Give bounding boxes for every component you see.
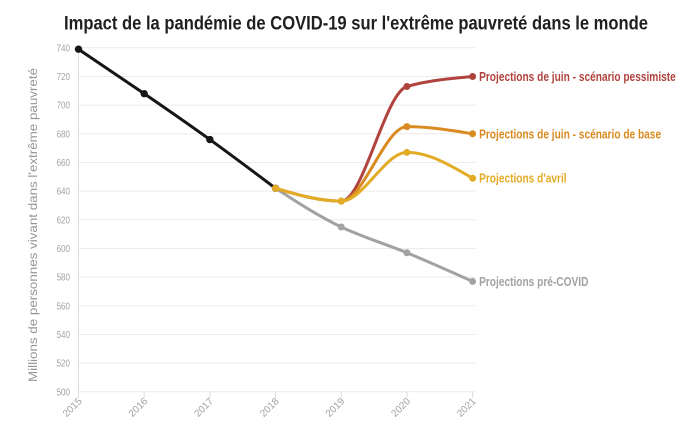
y-tick-label: 600	[57, 244, 71, 255]
data-point-marker	[206, 135, 214, 144]
y-tick-label: 660	[57, 158, 71, 169]
series-label: Projections d'avril	[479, 171, 566, 186]
y-tick-label: 620	[57, 215, 71, 226]
x-tick-label: 2015	[61, 396, 85, 420]
y-tick-label: 680	[57, 129, 71, 140]
data-point-marker	[403, 148, 411, 156]
series-line	[274, 186, 475, 283]
x-tick-label: 2021	[455, 396, 479, 420]
y-tick-label: 700	[57, 101, 71, 112]
y-tick-label: 560	[57, 301, 71, 312]
data-point-marker	[469, 130, 477, 138]
data-point-marker	[337, 197, 345, 205]
series-line	[274, 74, 475, 203]
y-tick-label: 580	[57, 273, 71, 284]
data-point-marker	[272, 184, 280, 192]
series-label: Projections pré-COVID	[479, 274, 588, 289]
data-point-marker	[74, 45, 83, 53]
data-point-marker	[403, 249, 411, 257]
series-layer	[74, 45, 477, 285]
series-line	[274, 125, 475, 203]
series-label: Projections de juin - scénario pessimist…	[479, 69, 676, 84]
series-label-layer: Projections pré-COVID Projections de juin…	[479, 69, 676, 289]
x-tick-label: 2016	[127, 396, 151, 420]
y-tick-label: 720	[57, 72, 71, 83]
data-point-marker	[403, 83, 411, 90]
data-point-marker	[403, 123, 411, 131]
y-tick-label: 520	[57, 359, 71, 370]
data-point-marker	[469, 277, 477, 285]
grid-layer	[78, 47, 476, 393]
y-tick-label: 540	[57, 330, 71, 341]
series-line	[274, 150, 475, 203]
series-label: Projections de juin - scénario de base	[479, 126, 661, 141]
y-tick-label: 640	[57, 187, 71, 198]
x-tick-label: 2018	[258, 396, 282, 420]
data-point-marker	[140, 89, 148, 98]
data-point-marker	[469, 72, 477, 80]
x-tick-label: 2019	[324, 396, 348, 420]
y-tick-label: 740	[57, 43, 71, 54]
x-tick-label: 2020	[390, 396, 414, 420]
y-tick-label: 500	[57, 387, 71, 398]
series-line	[77, 47, 278, 190]
chart-title: Impact de la pandémie de COVID-19 sur l'…	[64, 14, 648, 35]
data-point-marker	[469, 174, 477, 182]
data-point-marker	[337, 223, 345, 231]
x-tick-label: 2017	[192, 396, 216, 420]
y-axis-title: Millions de personnes vivant dans l'extr…	[28, 68, 40, 382]
